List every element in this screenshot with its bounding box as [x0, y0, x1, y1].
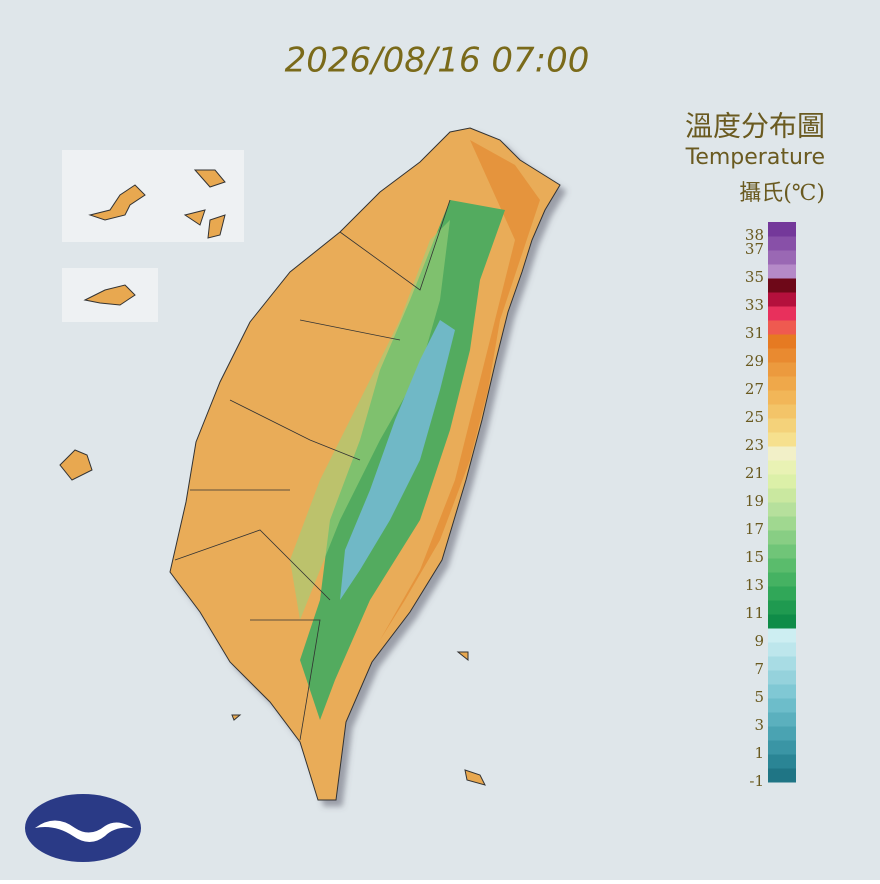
title: 溫度分布圖 — [685, 110, 825, 143]
taiwan-map — [169, 127, 561, 801]
islands — [59, 169, 486, 786]
legend-swatch — [768, 712, 796, 727]
legend-swatch — [768, 642, 796, 657]
legend-tick-label: 19 — [745, 492, 764, 510]
legend-tick-label: 3 — [754, 716, 764, 734]
legend-tick-label: -1 — [749, 772, 764, 790]
legend-swatch — [768, 600, 796, 615]
legend-swatch — [768, 362, 796, 377]
legend-swatch — [768, 418, 796, 433]
legend-swatch — [768, 656, 796, 671]
legend-swatch — [768, 320, 796, 335]
legend-swatch — [768, 432, 796, 447]
legend-swatch — [768, 474, 796, 489]
legend-swatch — [768, 558, 796, 573]
legend-tick-label: 29 — [745, 352, 764, 370]
legend-tick-label: 7 — [754, 660, 764, 678]
legend-swatch — [768, 754, 796, 769]
legend-swatch — [768, 586, 796, 601]
legend-swatch — [768, 376, 796, 391]
legend-swatch — [768, 236, 796, 251]
subtitle: Temperature — [685, 145, 825, 170]
legend-swatch — [768, 334, 796, 349]
legend-swatch — [768, 502, 796, 517]
legend-swatch — [768, 460, 796, 475]
legend-swatch — [768, 530, 796, 545]
legend-swatch — [768, 516, 796, 531]
legend-tick-label: 27 — [745, 380, 764, 398]
logo — [25, 794, 141, 862]
legend-swatch — [768, 404, 796, 419]
legend-tick-label: 21 — [745, 464, 764, 482]
legend-swatch — [768, 278, 796, 293]
legend-tick-label: 37 — [745, 240, 764, 258]
legend-tick-label: 23 — [745, 436, 764, 454]
timestamp: 2026/08/16 07:00 — [285, 41, 590, 81]
legend-swatch — [768, 768, 796, 783]
legend-tick-label: 17 — [745, 520, 764, 538]
legend-tick-label: 11 — [745, 604, 764, 622]
legend-swatch — [768, 306, 796, 321]
legend-swatch — [768, 446, 796, 461]
legend-tick-label: 5 — [754, 688, 764, 706]
legend-tick-label: 13 — [745, 576, 764, 594]
legend-swatch — [768, 488, 796, 503]
legend-swatch — [768, 670, 796, 685]
legend-swatch — [768, 348, 796, 363]
legend-swatch — [768, 726, 796, 741]
legend-tick-label: 33 — [745, 296, 764, 314]
legend-tick-label: 31 — [745, 324, 764, 342]
legend-swatch — [768, 222, 796, 237]
legend-swatch — [768, 684, 796, 699]
legend-tick-label: 1 — [754, 744, 764, 762]
legend-swatch — [768, 390, 796, 405]
legend-swatch — [768, 614, 796, 629]
legend-swatch — [768, 250, 796, 265]
legend-tick-label: 35 — [745, 268, 764, 286]
legend-swatch — [768, 292, 796, 307]
legend-swatch — [768, 698, 796, 713]
legend-swatch — [768, 544, 796, 559]
legend-tick-label: 9 — [754, 632, 764, 650]
legend-swatch — [768, 264, 796, 279]
legend-swatch — [768, 572, 796, 587]
legend-tick-label: 38 — [745, 226, 764, 244]
logo-swirl — [35, 820, 133, 842]
unit: 攝氏(℃) — [739, 181, 825, 206]
legend-tick-label: 15 — [745, 548, 764, 566]
legend-swatch — [768, 740, 796, 755]
legend-swatch — [768, 628, 796, 643]
legend-tick-label: 25 — [745, 408, 764, 426]
